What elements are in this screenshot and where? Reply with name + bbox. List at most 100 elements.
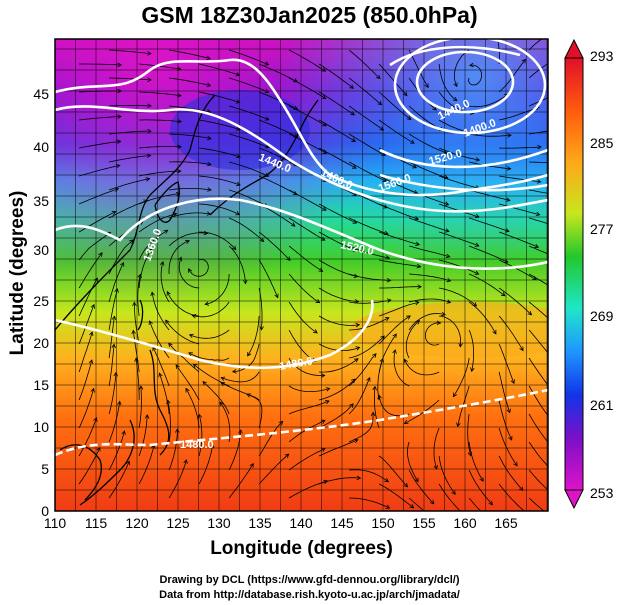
x-tick-labels: 110 115 120 125 130 135 140 145 150 155 … xyxy=(44,515,518,531)
streamline xyxy=(318,439,358,457)
streamline xyxy=(168,240,190,275)
coastlines xyxy=(55,94,319,506)
streamline-arrowhead xyxy=(242,279,248,285)
streamline-arrowhead xyxy=(350,111,355,116)
streamline xyxy=(199,175,241,186)
streamline xyxy=(175,364,200,401)
streamline xyxy=(135,358,140,401)
streamline-arrowhead xyxy=(114,288,119,293)
streamline xyxy=(205,273,230,305)
streamline-arrowhead xyxy=(147,103,152,109)
streamline-arrowhead xyxy=(175,364,180,369)
streamline-arrowhead xyxy=(453,82,458,88)
streamline-arrowhead xyxy=(90,387,95,393)
streamline-arrowhead xyxy=(322,206,327,211)
streamline xyxy=(378,91,412,120)
streamline xyxy=(288,400,330,415)
streamline-arrowhead xyxy=(236,181,241,187)
streamline xyxy=(408,49,429,88)
streamline xyxy=(468,217,510,232)
streamline xyxy=(246,393,263,429)
streamline-arrowhead xyxy=(403,419,409,424)
streamline xyxy=(137,274,141,317)
streamline xyxy=(497,39,500,65)
streamline-arrowhead xyxy=(191,314,197,319)
streamline-arrowhead xyxy=(145,177,151,182)
streamline xyxy=(378,63,408,96)
streamline xyxy=(258,453,289,485)
streamline-arrowhead xyxy=(586,453,590,457)
streamline xyxy=(139,119,182,122)
streamline xyxy=(348,133,386,156)
streamline xyxy=(288,49,326,72)
streamline-arrowhead xyxy=(596,211,600,215)
streamline-arrowhead xyxy=(506,166,512,171)
streamline xyxy=(378,203,419,220)
streamline-arrowhead xyxy=(414,477,419,483)
streamline xyxy=(318,403,354,429)
streamline xyxy=(469,161,511,170)
streamline-arrowhead xyxy=(188,268,193,273)
streamline xyxy=(469,93,509,108)
streamline xyxy=(202,381,230,415)
streamline xyxy=(409,298,451,303)
streamline-arrowhead xyxy=(474,270,480,275)
streamline-arrowhead xyxy=(148,247,153,253)
streamline-arrowhead xyxy=(320,236,326,241)
y-tick: 30 xyxy=(33,242,49,258)
y-tick: 25 xyxy=(33,293,49,309)
streamline-arrowhead xyxy=(146,153,152,159)
streamline xyxy=(499,146,542,149)
streamline-arrowhead xyxy=(589,506,593,510)
streamline xyxy=(318,315,360,326)
streamline-arrowhead xyxy=(315,299,321,304)
streamline-arrowhead xyxy=(231,245,237,251)
streamline-arrowhead xyxy=(177,168,182,174)
streamline-arrowhead xyxy=(550,444,554,448)
streamline xyxy=(78,252,103,289)
streamline xyxy=(319,358,359,373)
streamline xyxy=(78,447,101,485)
streamline xyxy=(78,417,97,457)
streamline xyxy=(79,90,122,93)
streamline xyxy=(348,161,387,182)
streamline xyxy=(138,213,177,233)
streamline-arrowhead xyxy=(372,353,377,358)
streamline-arrowhead xyxy=(137,273,142,279)
streamline xyxy=(258,231,291,261)
streamline-arrowhead xyxy=(595,243,599,247)
streamline xyxy=(199,91,240,103)
streamline-arrowhead xyxy=(521,58,526,64)
streamline xyxy=(221,371,260,383)
streamline xyxy=(169,77,211,86)
streamline-arrowhead xyxy=(89,331,94,337)
streamline xyxy=(408,217,450,232)
streamline xyxy=(408,189,449,206)
streamline-arrowhead xyxy=(446,299,452,304)
streamline xyxy=(108,430,125,471)
streamline xyxy=(348,273,391,281)
streamline-arrowhead xyxy=(469,62,474,68)
streamline xyxy=(468,245,508,263)
streamline xyxy=(78,304,95,345)
streamline xyxy=(139,63,181,70)
streamline xyxy=(498,427,518,467)
streamline-arrowhead xyxy=(474,242,480,247)
streamline-arrowhead xyxy=(392,333,397,339)
streamline xyxy=(78,331,93,373)
streamline xyxy=(78,388,94,429)
streamline xyxy=(108,401,121,443)
streamline xyxy=(405,320,420,359)
streamline-arrowhead xyxy=(458,342,463,348)
streamline-arrowhead xyxy=(444,228,450,233)
streamline xyxy=(228,49,269,66)
streamline xyxy=(499,175,541,183)
x-tick: 145 xyxy=(330,515,354,531)
streamline xyxy=(228,105,269,121)
streamline-arrowhead xyxy=(120,261,125,267)
streamline xyxy=(589,498,619,519)
streamline-arrowhead xyxy=(176,66,182,71)
streamline xyxy=(109,77,152,81)
streamline-arrowhead xyxy=(436,320,442,326)
streamline-arrowhead xyxy=(249,463,254,468)
